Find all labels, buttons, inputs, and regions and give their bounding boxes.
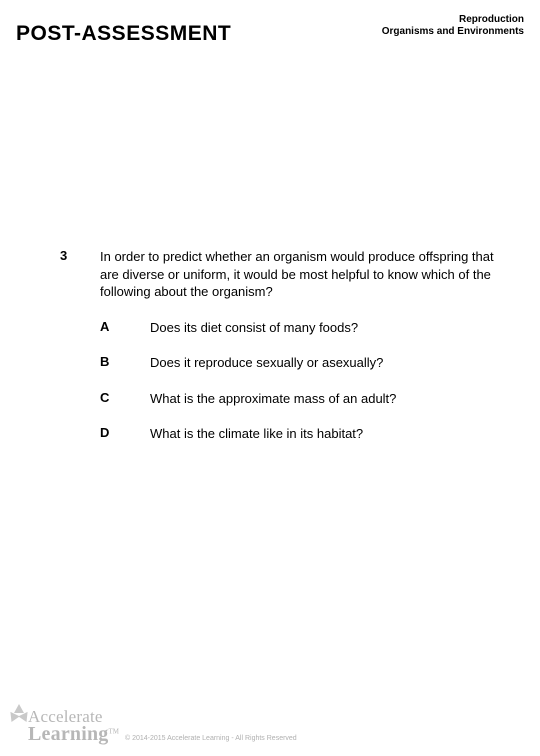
choice-list: A Does its diet consist of many foods? B… bbox=[100, 319, 500, 443]
question-prompt: In order to predict whether an organism … bbox=[100, 248, 500, 301]
question-number: 3 bbox=[60, 248, 100, 263]
header-topic-line-2: Organisms and Environments bbox=[382, 26, 524, 37]
logo-text: Accelerate LearningTM bbox=[28, 709, 119, 744]
question-block: 3 In order to predict whether an organis… bbox=[60, 248, 500, 461]
choice-letter: A bbox=[100, 319, 150, 334]
choice-text: What is the climate like in its habitat? bbox=[150, 425, 363, 443]
worksheet-page: POST-ASSESSMENT Reproduction Organisms a… bbox=[0, 0, 540, 756]
logo-tm: TM bbox=[109, 728, 120, 736]
choice-letter: B bbox=[100, 354, 150, 369]
choice-row: D What is the climate like in its habita… bbox=[100, 425, 500, 443]
choice-text: What is the approximate mass of an adult… bbox=[150, 390, 396, 408]
logo-line-2: Learning bbox=[28, 723, 109, 745]
choice-text: Does its diet consist of many foods? bbox=[150, 319, 358, 337]
choice-row: C What is the approximate mass of an adu… bbox=[100, 390, 500, 408]
choice-text: Does it reproduce sexually or asexually? bbox=[150, 354, 383, 372]
footer: Accelerate LearningTM © 2014-2015 Accele… bbox=[8, 704, 297, 744]
question-row: 3 In order to predict whether an organis… bbox=[60, 248, 500, 301]
choice-letter: D bbox=[100, 425, 150, 440]
choice-letter: C bbox=[100, 390, 150, 405]
choice-row: A Does its diet consist of many foods? bbox=[100, 319, 500, 337]
page-title: POST-ASSESSMENT bbox=[16, 22, 231, 46]
choice-row: B Does it reproduce sexually or asexuall… bbox=[100, 354, 500, 372]
logo-icon bbox=[8, 704, 30, 726]
copyright-text: © 2014-2015 Accelerate Learning - All Ri… bbox=[125, 735, 297, 742]
header-topic-line-1: Reproduction bbox=[459, 14, 524, 25]
